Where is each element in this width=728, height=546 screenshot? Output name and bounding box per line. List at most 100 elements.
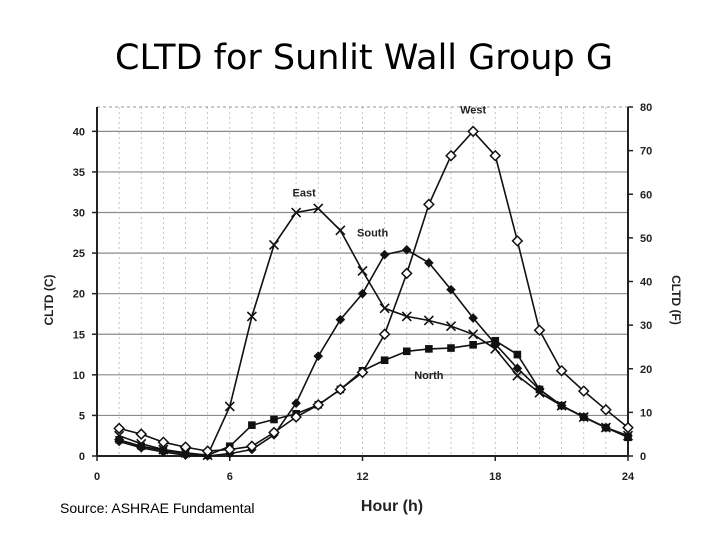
axis-ticks: 0 5 10 15 20 25 30 35 40 0 10 20 30 40 50 60 70 80 0 6 12 18 2… — [73, 102, 653, 483]
y-tick-label-right: 10 — [640, 407, 652, 419]
data-point-cross — [268, 239, 280, 251]
data-point-diamond-filled — [623, 430, 633, 441]
series-label-north: North — [414, 370, 444, 382]
series-label-east: East — [293, 188, 317, 200]
data-point-diamond-filled — [601, 422, 611, 433]
x-tick-label: 0 — [94, 471, 100, 483]
data-point-cross-stroke — [114, 430, 125, 441]
series-label-west: West — [460, 104, 486, 116]
y-tick-label-left: 15 — [73, 329, 85, 341]
data-point-square — [469, 341, 477, 349]
data-point-square — [248, 421, 256, 429]
data-point-cross-stroke — [313, 203, 324, 214]
x-tick-label: 6 — [227, 471, 233, 483]
y-axis-label-right: CLTD (F) — [669, 275, 683, 325]
data-point-diamond-open — [511, 235, 524, 247]
data-point-diamond-open — [356, 366, 369, 379]
x-axis-label: Hour (h) — [361, 498, 423, 515]
y-tick-label-left: 0 — [79, 451, 85, 463]
data-point-diamond-filled — [379, 249, 390, 260]
data-point-cross — [490, 343, 501, 354]
data-point-cross — [114, 430, 125, 441]
data-point-cross — [379, 303, 390, 314]
data-point-diamond-open — [223, 443, 236, 456]
y-tick-label-left: 40 — [73, 126, 85, 138]
data-point-diamond-filled — [468, 313, 478, 323]
data-point-cross-stroke — [379, 303, 390, 314]
data-point-diamond-filled — [534, 384, 545, 395]
y-tick-label-right: 70 — [640, 146, 652, 158]
y-tick-label-right: 20 — [640, 364, 652, 376]
data-point-diamond-open — [113, 422, 125, 435]
data-point-square — [380, 356, 389, 365]
data-point-diamond-open — [489, 149, 502, 162]
data-point-diamond-filled — [490, 339, 501, 349]
data-point-diamond-open — [334, 383, 347, 396]
data-point-cross — [335, 225, 346, 236]
data-point-diamond-open — [135, 428, 148, 440]
grid-lines — [97, 106, 628, 456]
data-point-diamond-filled — [291, 398, 301, 409]
series-label-south: South — [357, 228, 388, 240]
y-axis-label-left: CLTD (C) — [42, 274, 56, 325]
data-point-diamond-filled — [357, 288, 368, 299]
data-point-diamond-filled — [136, 443, 147, 453]
series-line-west — [118, 130, 629, 452]
data-point-diamond-open — [201, 445, 214, 457]
data-point-diamond-filled — [180, 450, 191, 460]
y-tick-label-left: 35 — [73, 167, 85, 179]
data-point-diamond-filled — [424, 258, 434, 268]
y-tick-label-left: 20 — [73, 289, 85, 301]
data-point-diamond-filled — [446, 284, 456, 295]
data-point-diamond-filled — [512, 363, 523, 374]
data-point-diamond-filled — [313, 351, 324, 361]
y-tick-label-left: 10 — [73, 370, 85, 382]
data-point-cross-stroke — [357, 265, 368, 277]
data-point-cross-stroke — [246, 311, 257, 322]
y-tick-label-right: 80 — [640, 102, 652, 114]
y-tick-label-left: 30 — [73, 208, 85, 220]
data-point-cross-stroke — [468, 329, 479, 340]
data-point-diamond-open — [400, 267, 413, 280]
data-point-diamond-open — [312, 399, 325, 411]
y-tick-label-right: 30 — [640, 320, 652, 332]
data-point-cross — [357, 265, 368, 277]
data-point-cross-stroke — [445, 321, 457, 332]
data-point-square — [425, 345, 433, 353]
x-tick-label: 12 — [356, 471, 368, 483]
data-point-diamond-open — [622, 421, 634, 434]
data-point-diamond-open — [179, 441, 192, 453]
data-point-square — [402, 347, 411, 356]
y-tick-label-left: 5 — [79, 410, 85, 422]
y-tick-label-left: 25 — [73, 248, 85, 260]
data-point-cross — [423, 315, 434, 326]
data-point-diamond-open — [378, 328, 391, 341]
data-point-diamond-filled — [578, 412, 589, 422]
data-point-diamond-filled — [158, 447, 169, 457]
x-tick-label: 24 — [622, 471, 635, 483]
data-point-diamond-filled — [401, 245, 412, 255]
data-point-cross — [445, 321, 457, 332]
data-point-cross-stroke — [423, 315, 434, 326]
data-point-diamond-open — [157, 436, 170, 449]
data-point-cross — [468, 329, 479, 340]
data-point-diamond-open — [577, 385, 590, 397]
data-point-diamond-filled — [556, 400, 567, 411]
data-point-diamond-open — [467, 125, 479, 138]
data-point-cross-stroke — [335, 225, 346, 236]
data-point-cross-stroke — [490, 343, 501, 354]
data-point-square — [447, 344, 455, 352]
data-point-cross — [512, 370, 523, 381]
data-point-cross — [313, 203, 324, 214]
data-point-cross — [401, 311, 412, 322]
series-markers — [113, 125, 634, 461]
data-point-square — [270, 415, 278, 424]
data-point-cross-stroke — [401, 311, 412, 322]
data-point-diamond-open — [600, 403, 612, 416]
source-note: Source: ASHRAE Fundamental — [60, 500, 255, 516]
data-point-cross-stroke — [268, 239, 280, 251]
data-point-diamond-open — [268, 426, 280, 439]
data-point-diamond-open — [423, 198, 435, 211]
data-point-diamond-open — [555, 364, 568, 377]
data-point-cross — [246, 311, 257, 322]
